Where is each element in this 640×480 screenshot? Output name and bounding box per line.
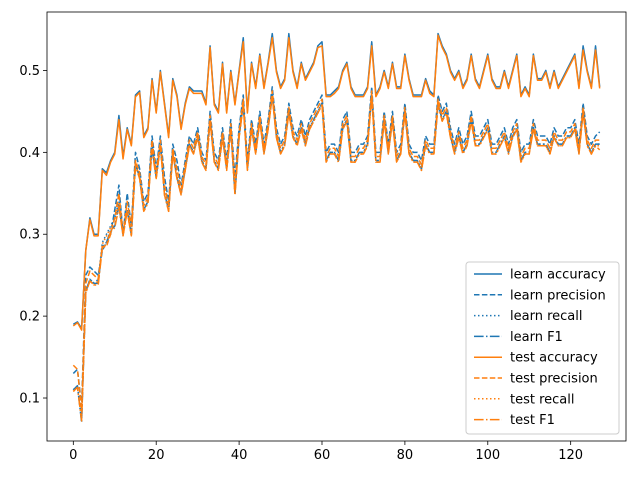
legend-label-5: test precision	[510, 372, 598, 387]
plot-frame	[46, 11, 627, 442]
series-line-7	[72, 95, 601, 422]
series-layer	[72, 32, 601, 424]
legend-frame	[465, 261, 620, 435]
x-tick-label-6: 120	[558, 448, 583, 463]
legend-label-0: learn accuracy	[510, 268, 606, 283]
x-tick-label-5: 100	[475, 448, 500, 463]
y-tick-label-2: 0.3	[19, 228, 40, 243]
x-tick-label-2: 40	[231, 448, 248, 463]
legend-label-1: learn precision	[510, 288, 606, 303]
legend-label-4: test accuracy	[510, 351, 598, 366]
series-line-4	[72, 34, 601, 331]
legend-label-6: test recall	[510, 392, 575, 407]
legend-label-7: test F1	[510, 413, 555, 428]
legend-label-3: learn F1	[510, 330, 563, 345]
y-tick-label-3: 0.4	[19, 146, 40, 161]
x-tick-label-3: 60	[314, 448, 331, 463]
y-tick-label-1: 0.2	[19, 310, 40, 325]
legend-label-2: learn recall	[510, 309, 582, 324]
y-tick-label-4: 0.5	[19, 64, 40, 79]
legend: learn accuracy learn precision learn recal…	[465, 261, 620, 435]
x-tick-label-4: 80	[397, 448, 414, 463]
axes-layer: 0 20 40 60 80 100 120 0.1 0.2 0.3 0.4 0.5	[19, 11, 627, 463]
x-tick-label-0: 0	[69, 448, 77, 463]
x-tick-label-1: 20	[148, 448, 165, 463]
y-tick-label-0: 0.1	[19, 392, 40, 407]
